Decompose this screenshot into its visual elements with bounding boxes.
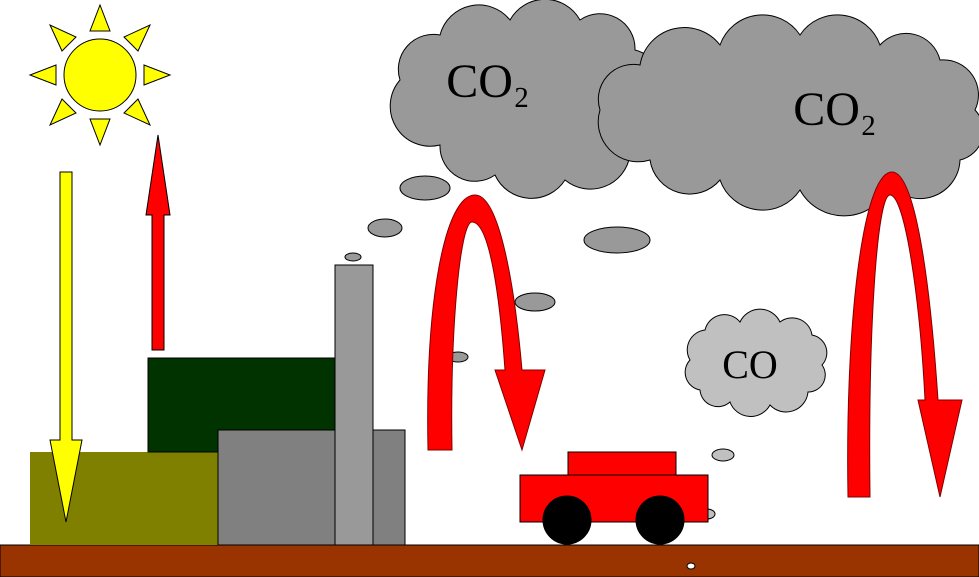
chimney — [334, 264, 374, 546]
cloud-label: CO₂ — [446, 55, 529, 108]
cloud-label: CO₂ — [793, 83, 876, 136]
heat-arrow — [427, 194, 546, 452]
reflected-arrow — [145, 134, 171, 351]
sun — [28, 3, 172, 147]
co2-cloud — [597, 14, 979, 217]
factory-front — [217, 429, 406, 546]
cloud-label: CO — [722, 342, 778, 387]
smoke — [344, 175, 735, 570]
ground — [0, 544, 979, 577]
co-cloud — [684, 308, 828, 417]
heat-arrow — [847, 171, 963, 498]
sunlight-arrow — [49, 171, 83, 523]
car — [519, 451, 709, 545]
